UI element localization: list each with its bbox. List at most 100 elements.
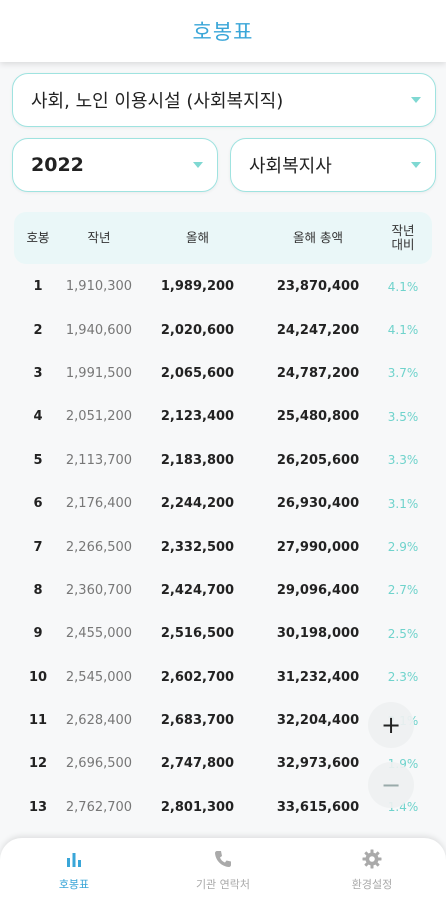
row-step: 4 (33, 409, 43, 425)
header-curr: 올해 (185, 230, 209, 245)
row-rate-change: 4.1% (387, 323, 419, 338)
facility-dropdown[interactable]: 사회, 노인 이용시설 (사회복지직) (12, 73, 436, 127)
row-this-year: 2,424,700 (160, 582, 235, 598)
zoom-out-button[interactable]: − (368, 762, 414, 808)
row-prev-year: 2,696,500 (65, 756, 133, 772)
row-annual-total: 33,615,600 (276, 799, 360, 815)
row-this-year: 2,747,800 (160, 756, 235, 772)
chevron-down-icon (193, 162, 203, 168)
row-this-year: 2,332,500 (160, 539, 235, 555)
gear-icon (362, 849, 382, 869)
app-header: 호봉표 (0, 0, 446, 62)
row-annual-total: 32,204,400 (276, 713, 360, 729)
header-rate-line2: 대비 (391, 237, 415, 252)
row-this-year: 2,020,600 (160, 322, 235, 338)
row-annual-total: 25,480,800 (276, 409, 360, 425)
row-prev-year: 2,176,400 (65, 496, 133, 512)
zoom-in-button[interactable]: + (368, 702, 414, 748)
row-rate-change: 2.9% (387, 540, 419, 555)
table-row: 6 2,176,400 2,244,200 26,930,400 3.1% (0, 482, 446, 525)
row-rate-change: 2.7% (387, 583, 419, 598)
row-rate-change: 4.1% (387, 279, 419, 294)
nav-label-contacts: 기관 연락처 (195, 878, 251, 891)
table-row: 7 2,266,500 2,332,500 27,990,000 2.9% (0, 525, 446, 568)
row-step: 10 (28, 669, 48, 685)
row-this-year: 1,989,200 (160, 279, 235, 295)
row-annual-total: 30,198,000 (276, 626, 360, 642)
row-this-year: 2,801,300 (160, 799, 235, 815)
row-step: 12 (28, 756, 48, 772)
row-annual-total: 29,096,400 (276, 582, 360, 598)
row-step: 3 (33, 365, 43, 381)
row-rate-change: 2.5% (387, 626, 419, 641)
nav-label-salary: 호봉표 (58, 878, 90, 891)
salary-table-body: 1 1,910,300 1,989,200 23,870,400 4.1% 2 1,940,… (0, 265, 446, 829)
year-dropdown[interactable]: 2022 (12, 138, 218, 192)
row-rate-change: 3.1% (387, 496, 419, 511)
row-step: 8 (33, 582, 43, 598)
table-row: 8 2,360,700 2,424,700 29,096,400 2.7% (0, 569, 446, 612)
table-row: 1 1,910,300 1,989,200 23,870,400 4.1% (0, 265, 446, 308)
row-this-year: 2,244,200 (160, 496, 235, 512)
header-prev: 작년 (87, 230, 111, 245)
row-prev-year: 1,991,500 (65, 365, 133, 381)
table-row: 4 2,051,200 2,123,400 25,480,800 3.5% (0, 395, 446, 438)
row-prev-year: 2,360,700 (65, 582, 133, 598)
phone-icon (215, 851, 231, 867)
table-row: 10 2,545,000 2,602,700 31,232,400 2.3% (0, 656, 446, 699)
page-title: 호봉표 (192, 20, 254, 44)
row-step: 5 (33, 452, 43, 468)
table-row: 5 2,113,700 2,183,800 26,205,600 3.3% (0, 439, 446, 482)
row-this-year: 2,602,700 (160, 669, 235, 685)
table-row: 9 2,455,000 2,516,500 30,198,000 2.5% (0, 612, 446, 655)
nav-label-settings: 환경설정 (351, 878, 393, 891)
bottom-navigation: 호봉표 기관 연락처 환경설정 (0, 838, 446, 900)
header-step: 호봉 (26, 230, 50, 245)
row-prev-year: 2,266,500 (65, 539, 133, 555)
row-rate-change: 3.5% (387, 409, 419, 424)
row-prev-year: 2,762,700 (65, 799, 133, 815)
bar-chart-icon (67, 853, 81, 867)
row-annual-total: 23,870,400 (276, 279, 360, 295)
row-prev-year: 1,940,600 (65, 322, 133, 338)
facility-value: 사회, 노인 이용시설 (사회복지직) (31, 91, 284, 112)
row-step: 11 (28, 713, 48, 729)
job-dropdown[interactable]: 사회복지사 (230, 138, 436, 192)
row-annual-total: 32,973,600 (276, 756, 360, 772)
row-annual-total: 27,990,000 (276, 539, 360, 555)
row-prev-year: 2,628,400 (65, 713, 133, 729)
chevron-down-icon (411, 162, 421, 168)
row-prev-year: 1,910,300 (65, 279, 133, 295)
table-row: 3 1,991,500 2,065,600 24,787,200 3.7% (0, 352, 446, 395)
row-annual-total: 31,232,400 (276, 669, 360, 685)
nav-item-salary-table[interactable]: 호봉표 (14, 848, 134, 894)
table-row: 13 2,762,700 2,801,300 33,615,600 1.4% (0, 786, 446, 829)
table-header: 호봉 작년 올해 올해 총액 작년 대비 (14, 212, 432, 264)
row-this-year: 2,516,500 (160, 626, 235, 642)
row-this-year: 2,183,800 (160, 452, 235, 468)
row-step: 6 (33, 496, 43, 512)
row-annual-total: 24,787,200 (276, 365, 360, 381)
nav-item-settings[interactable]: 환경설정 (312, 848, 432, 894)
row-step: 7 (33, 539, 43, 555)
row-this-year: 2,123,400 (160, 409, 235, 425)
row-step: 2 (33, 322, 43, 338)
year-value: 2022 (31, 154, 84, 176)
row-prev-year: 2,051,200 (65, 409, 133, 425)
row-rate-change: 3.3% (387, 453, 419, 468)
table-row: 2 1,940,600 2,020,600 24,247,200 4.1% (0, 308, 446, 351)
nav-item-contacts[interactable]: 기관 연락처 (163, 848, 283, 894)
row-annual-total: 26,930,400 (276, 496, 360, 512)
row-rate-change: 3.7% (387, 366, 419, 381)
row-this-year: 2,065,600 (160, 365, 235, 381)
row-step: 9 (33, 626, 43, 642)
row-step: 1 (33, 279, 43, 295)
row-prev-year: 2,455,000 (65, 626, 133, 642)
row-annual-total: 26,205,600 (276, 452, 360, 468)
row-rate-change: 2.3% (387, 670, 419, 685)
header-rate-line1: 작년 (391, 223, 415, 238)
job-value: 사회복지사 (249, 156, 332, 177)
row-prev-year: 2,113,700 (65, 452, 133, 468)
header-rate: 작년 대비 (380, 212, 426, 264)
row-step: 13 (28, 799, 48, 815)
